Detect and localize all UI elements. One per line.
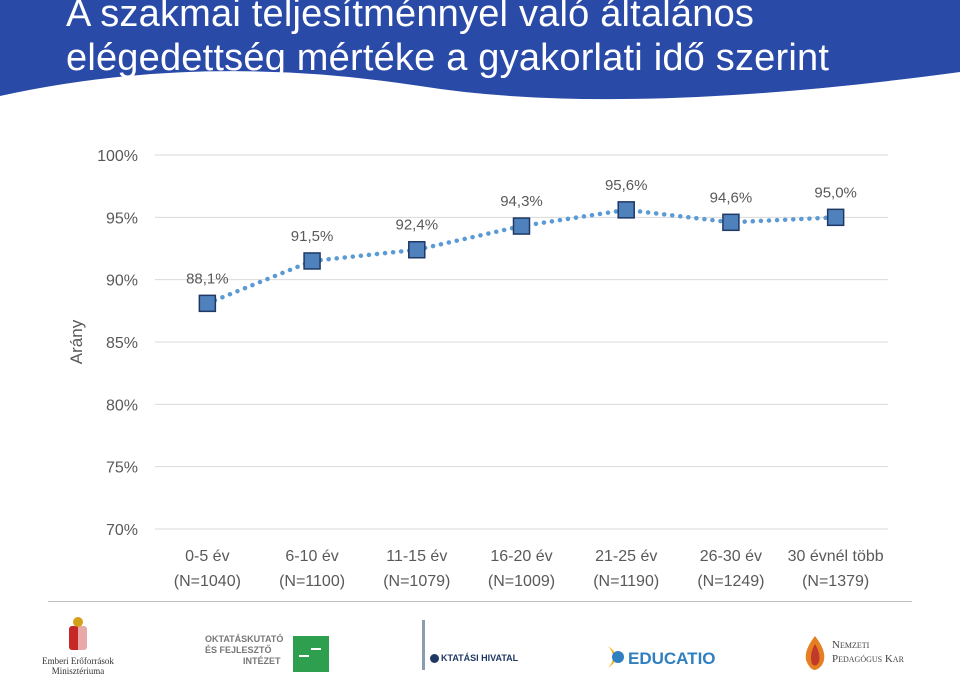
title-line-1: A szakmai teljesítménnyel való általános <box>66 0 755 35</box>
data-label: 94,3% <box>500 193 543 210</box>
x-tick-label: 0-5 év <box>185 548 229 565</box>
data-point-marker <box>512 217 531 235</box>
data-label: 94,6% <box>710 189 753 206</box>
x-tick-sublabel: (N=1009) <box>488 573 555 590</box>
logo-npk: Nemzeti Pedagógus Kar <box>800 612 930 678</box>
data-point-marker <box>303 252 321 270</box>
ofi-mark-icon <box>293 636 329 672</box>
emmi-line-1: Emberi Erőforrások <box>42 656 114 666</box>
logo-educatio: EDUCATIO <box>604 612 729 678</box>
data-point-marker <box>198 294 217 313</box>
data-label: 95,0% <box>814 184 857 201</box>
footer-divider <box>48 601 912 602</box>
npk-line-2: Pedagógus Kar <box>832 653 904 665</box>
x-tick-label: 16-20 év <box>490 548 552 565</box>
y-tick-label: 85% <box>106 335 138 352</box>
banner-shape <box>0 0 960 100</box>
data-point-marker <box>617 201 635 219</box>
x-tick-sublabel: (N=1379) <box>802 573 869 590</box>
x-tick-sublabel: (N=1190) <box>593 573 659 590</box>
npk-line-1: Nemzeti <box>832 639 870 651</box>
oh-text: KTATÁSI HIVATAL <box>441 653 519 663</box>
data-label: 91,5% <box>291 228 334 245</box>
x-tick-sublabel: (N=1040) <box>174 573 241 590</box>
x-tick-label: 6-10 év <box>285 548 338 565</box>
y-tick-label: 75% <box>106 460 138 477</box>
data-point-marker <box>408 240 426 259</box>
data-point-marker <box>722 213 740 232</box>
logo-ofi: OKTATÁSKUTATÓ ÉS FEJLESZTŐ INTÉZET <box>205 612 330 678</box>
oh-swoosh-icon <box>422 620 425 670</box>
line-chart: 100% 95% 90% 85% 80% 75% 70% Arány 88,1% 91,5% 92,… <box>67 148 888 590</box>
x-tick-sublabel: (N=1249) <box>697 573 764 590</box>
y-axis-label: Arány <box>67 319 86 364</box>
x-tick-sublabel: (N=1100) <box>279 573 345 590</box>
title-banner: A szakmai teljesítménnyel való általános… <box>0 0 960 104</box>
title-line-2: elégedettség mértéke a gyakorlati idő sz… <box>66 37 830 79</box>
x-tick-label: 11-15 év <box>386 548 447 565</box>
y-tick-label: 90% <box>106 273 138 290</box>
logo-oh: KTATÁSI HIVATAL <box>420 612 530 678</box>
data-label: 92,4% <box>396 217 439 234</box>
y-tick-label: 100% <box>97 148 138 165</box>
x-tick-label: 30 évnél több <box>788 548 884 565</box>
data-label: 95,6% <box>605 177 648 194</box>
y-tick-label: 80% <box>106 397 138 414</box>
coat-of-arms-icon <box>69 617 87 650</box>
ofi-line-3: INTÉZET <box>243 656 281 666</box>
educatio-mark-icon <box>608 646 624 668</box>
x-tick-sublabel: (N=1079) <box>383 573 450 590</box>
x-tick-label: 21-25 év <box>595 548 657 565</box>
emmi-line-2: Minisztériuma <box>51 666 105 676</box>
educatio-text: EDUCATIO <box>628 649 716 668</box>
y-tick-label: 95% <box>106 210 138 227</box>
logo-emmi: Emberi Erőforrások Minisztériuma <box>28 612 128 678</box>
y-tick-label: 70% <box>106 522 138 539</box>
ofi-line-2: ÉS FEJLESZTŐ <box>205 645 272 655</box>
x-tick-label: 26-30 év <box>700 548 762 565</box>
ofi-line-1: OKTATÁSKUTATÓ <box>205 634 284 644</box>
npk-drop-icon <box>805 636 825 670</box>
slide-title: A szakmai teljesítménnyel való általános… <box>66 0 946 80</box>
data-point-marker <box>826 208 845 227</box>
oh-dot-icon <box>430 654 439 663</box>
data-label: 88,1% <box>186 270 229 287</box>
